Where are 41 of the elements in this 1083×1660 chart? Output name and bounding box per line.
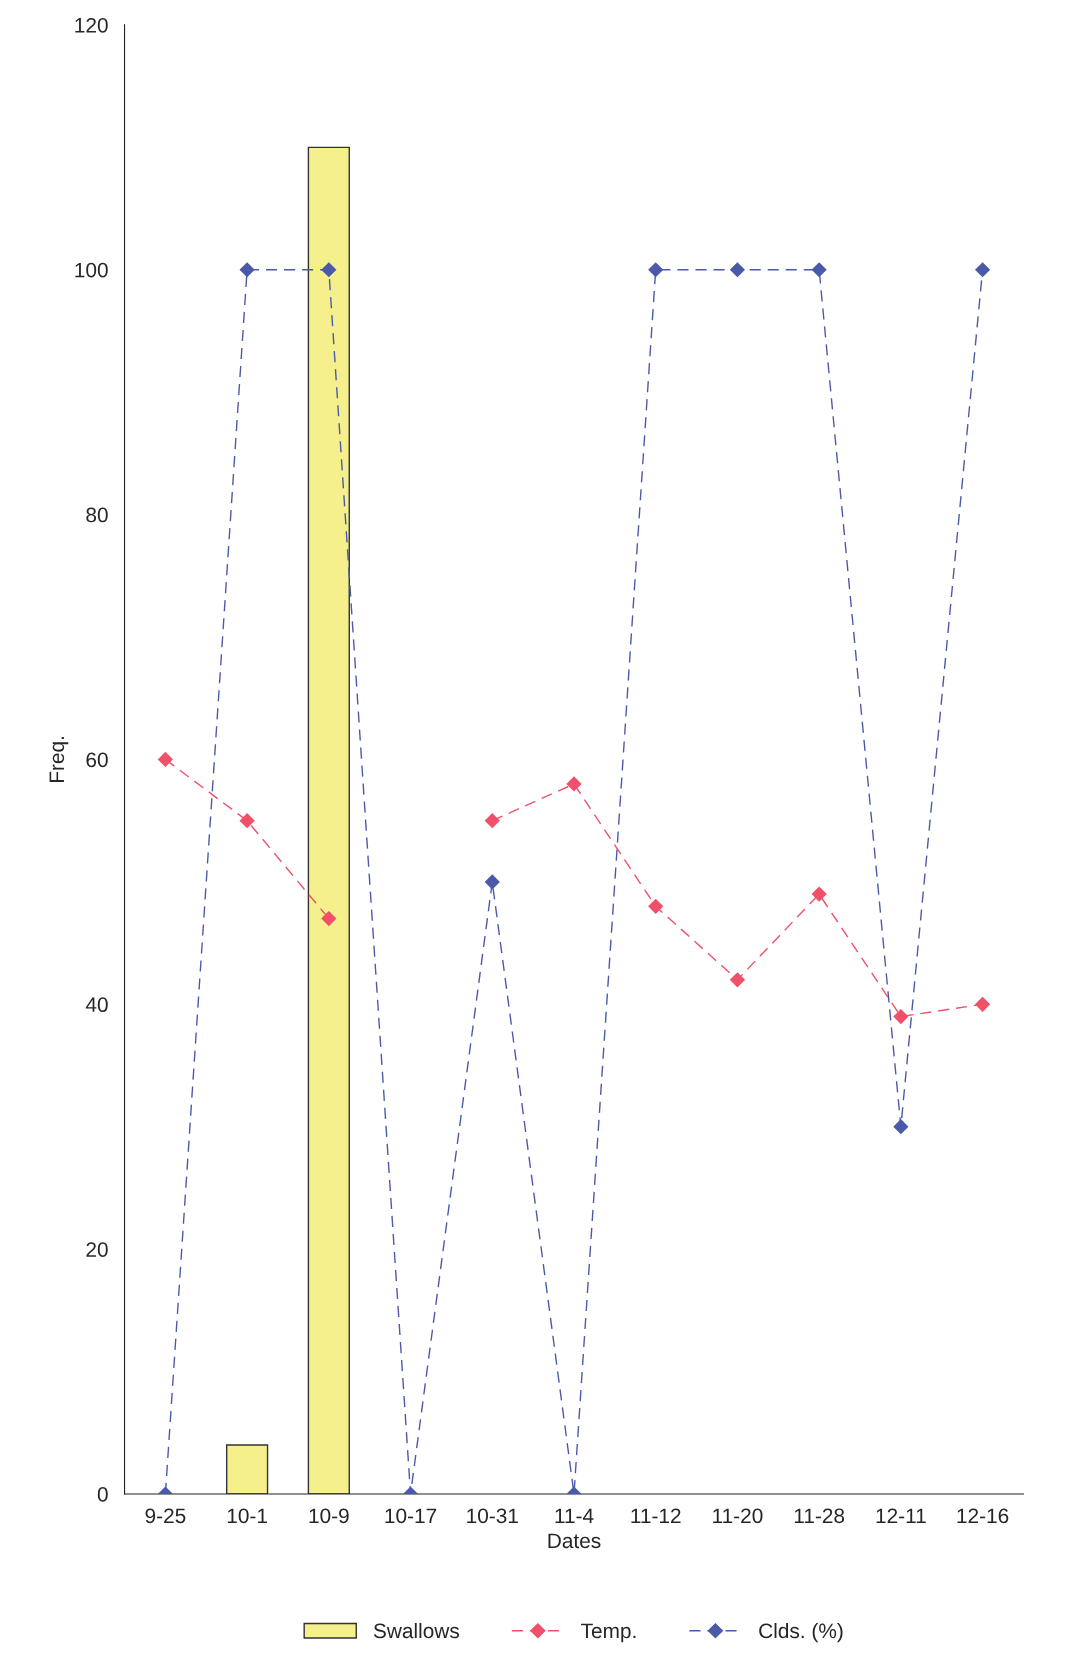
point [484,874,500,890]
y-tick-label: 40 [85,997,108,1013]
x-tick-label: 11-12 [631,1508,681,1523]
legend-label: Temp. [581,1623,636,1643]
point [648,262,664,278]
point [321,262,337,278]
y-tick-label: 60 [86,752,108,768]
y-tick-label: 80 [86,507,108,523]
point [811,262,827,278]
point [648,898,664,914]
x-tick-label: 10-1 [227,1508,267,1524]
point [321,911,337,927]
x-axis-title: Dates [548,1533,601,1549]
point [157,751,174,768]
x-tick-label: 11-20 [713,1508,763,1524]
point [729,972,746,988]
point [893,1008,909,1025]
point [811,886,827,902]
x-tick-label: 11-4 [555,1508,594,1523]
x-tick-label: 9-25 [145,1508,186,1524]
y-axis-title: Freq. [49,737,69,783]
x-tick-label: 10-31 [467,1508,518,1524]
y-tick-label: 0 [97,1487,108,1502]
point [239,262,255,278]
point [893,1119,909,1135]
x-tick-label: 12-11 [876,1508,926,1523]
legend-label: Clds. (%) [759,1622,843,1643]
x-tick-label: 12-16 [957,1508,1009,1524]
x-tick-label: 11-28 [794,1508,845,1524]
x-tick-label: 10-9 [309,1508,349,1524]
y-tick-label: 20 [86,1242,108,1257]
y-tick-label: 100 [75,262,108,278]
y-tick-label: 120 [75,17,108,33]
legend-label: Swallows [373,1622,460,1639]
point [484,813,500,829]
point [239,813,255,829]
point [974,262,991,278]
point [974,996,991,1012]
point [729,262,746,278]
point [566,776,582,792]
x-tick-label: 10-17 [385,1508,437,1524]
